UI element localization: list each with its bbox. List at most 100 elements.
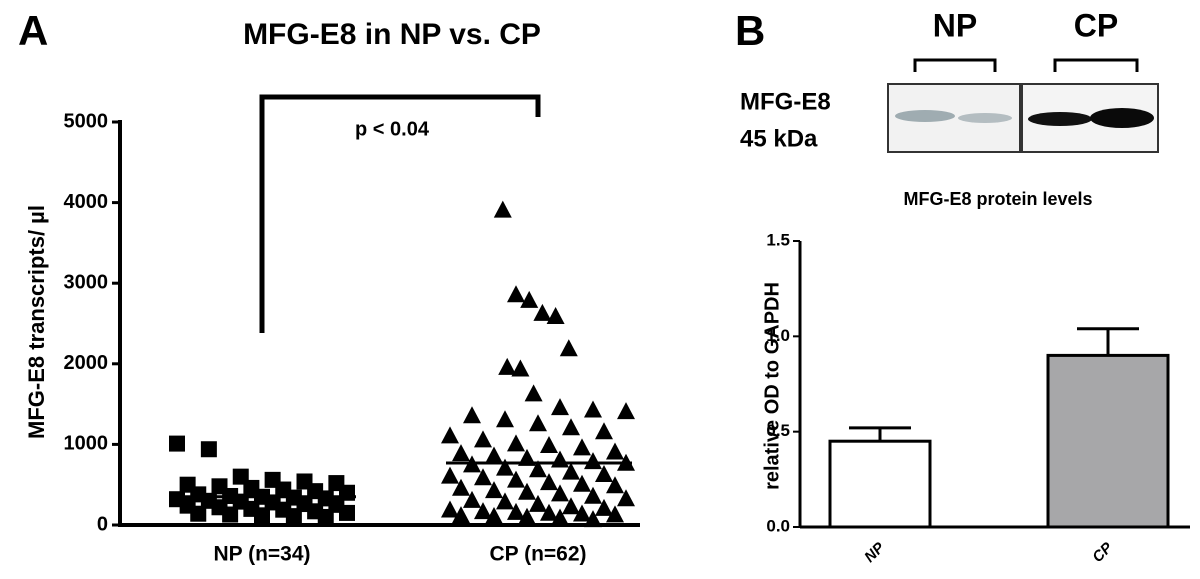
bar: [1046, 353, 1170, 529]
marker: [573, 474, 591, 492]
marker: [529, 494, 547, 512]
panel-label: A: [18, 7, 48, 54]
marker: [529, 460, 547, 478]
marker: [474, 502, 492, 520]
marker: [511, 359, 530, 377]
marker: [441, 500, 459, 518]
y-axis-label: relative OD to GAPDH: [761, 282, 783, 490]
blot-label: 45 kDa: [740, 125, 818, 152]
y-tick-label: 0.5: [766, 421, 790, 440]
blot-group: CP: [1074, 7, 1118, 43]
marker: [562, 497, 580, 515]
marker: [485, 446, 503, 464]
marker: [546, 307, 565, 325]
marker: [254, 507, 270, 524]
marker: [463, 490, 481, 508]
marker: [507, 285, 525, 303]
marker: [559, 339, 578, 357]
marker: [190, 505, 207, 522]
marker: [507, 502, 525, 520]
chart-title: MFG-E8 in NP vs. CP: [243, 18, 541, 51]
blot-bracket: [1053, 58, 1139, 72]
marker: [617, 402, 635, 420]
marker: [507, 434, 525, 452]
y-tick-label: 1.5: [766, 230, 790, 249]
marker: [222, 506, 239, 523]
marker: [540, 473, 558, 491]
marker: [617, 489, 635, 507]
marker: [452, 444, 470, 462]
marker: [474, 430, 492, 448]
marker: [562, 418, 580, 436]
y-tick-label: 5000: [64, 110, 109, 132]
chart-title: MFG-E8 protein levels: [903, 189, 1092, 209]
marker: [452, 506, 470, 524]
marker: [606, 505, 624, 523]
marker: [520, 290, 539, 308]
y-tick-label: 4000: [64, 191, 109, 213]
marker: [606, 476, 624, 494]
y-tick-label: 1.0: [766, 326, 790, 345]
marker: [463, 406, 481, 424]
marker: [518, 482, 536, 500]
x-tick-label: CP: [1089, 539, 1116, 566]
marker: [551, 398, 569, 416]
marker: [540, 503, 558, 521]
marker: [474, 468, 492, 486]
marker: [606, 442, 624, 460]
marker: [573, 438, 591, 456]
marker: [317, 508, 334, 525]
marker: [200, 441, 217, 458]
marker: [595, 422, 613, 440]
annotation: p < 0.04: [355, 118, 430, 140]
marker: [595, 498, 613, 516]
panel-label: B: [735, 7, 765, 54]
blot-band: [895, 110, 955, 122]
marker: [524, 384, 543, 402]
marker: [562, 462, 580, 480]
marker: [533, 303, 552, 321]
marker: [529, 414, 547, 432]
x-tick-label: NP (n=34): [213, 543, 310, 566]
y-tick-label: 2000: [64, 352, 109, 374]
marker: [285, 508, 302, 525]
blot-bracket: [913, 58, 997, 72]
marker: [584, 510, 602, 528]
marker: [496, 410, 514, 428]
marker: [441, 466, 459, 484]
marker: [452, 478, 470, 496]
significance-bracket: [259, 94, 541, 333]
marker: [496, 458, 514, 476]
blot-band: [958, 113, 1012, 123]
blot-band: [1090, 108, 1154, 128]
marker: [485, 506, 503, 524]
marker: [584, 400, 602, 418]
marker: [551, 450, 569, 468]
marker: [485, 481, 503, 499]
marker: [573, 504, 591, 522]
x-tick-label: CP (n=62): [489, 543, 586, 566]
bar: [828, 439, 932, 529]
marker: [584, 486, 602, 504]
blot-group: NP: [933, 7, 977, 43]
marker: [496, 492, 514, 510]
y-tick-label: 0.0: [766, 516, 790, 535]
y-tick-label: 1000: [64, 433, 109, 455]
marker: [169, 435, 185, 452]
y-axis-label: MFG-E8 transcripts/ µl: [24, 205, 49, 439]
marker: [595, 465, 613, 483]
blot-label: MFG-E8: [740, 88, 831, 115]
y-tick-label: 3000: [64, 271, 109, 293]
marker: [518, 507, 536, 525]
marker: [441, 426, 459, 444]
marker: [540, 436, 558, 454]
marker: [584, 452, 602, 470]
y-tick-label: 0: [97, 513, 108, 535]
marker: [507, 470, 525, 488]
blot-band: [1028, 112, 1092, 126]
x-tick-label: NP: [861, 539, 888, 566]
marker: [498, 357, 517, 375]
marker: [551, 484, 569, 502]
marker: [493, 200, 512, 218]
